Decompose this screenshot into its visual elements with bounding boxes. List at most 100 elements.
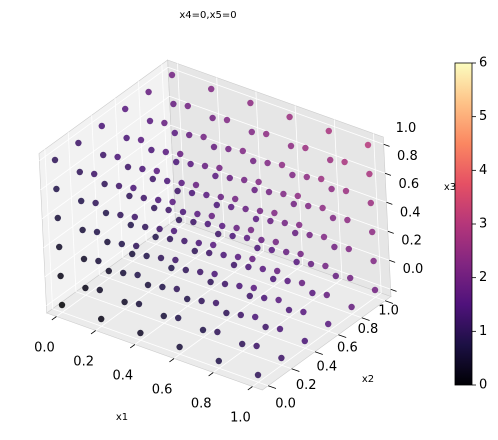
point (303, 173, 310, 181)
x-tick-label: 0.6 (152, 382, 173, 397)
point (278, 161, 286, 169)
point (272, 238, 279, 246)
point (203, 191, 210, 199)
point (212, 299, 220, 307)
point (347, 274, 354, 282)
point (318, 175, 325, 183)
point (271, 209, 278, 217)
point (364, 141, 372, 149)
point (120, 269, 127, 277)
y-tick (338, 334, 347, 338)
point (80, 255, 88, 263)
point (151, 204, 158, 212)
point (174, 187, 181, 195)
point (137, 136, 145, 144)
point (178, 179, 185, 187)
x-tick-label: 0.2 (73, 354, 94, 369)
x-tick-label: 0.4 (113, 368, 134, 383)
point (149, 175, 156, 183)
z-tick-label: 1.0 (396, 121, 417, 136)
point (264, 159, 271, 167)
point (253, 342, 260, 350)
grid-line (134, 250, 264, 345)
point (217, 193, 224, 201)
point (348, 303, 355, 311)
point (166, 235, 174, 243)
colorbar-tick-label: 5 (479, 109, 487, 124)
point (214, 328, 221, 336)
point (245, 263, 252, 271)
point (242, 205, 249, 213)
grid-line (40, 95, 170, 191)
grid-line (167, 66, 384, 145)
point (118, 240, 126, 248)
point (239, 340, 246, 348)
z-tick (387, 230, 394, 234)
point (162, 148, 169, 156)
point (184, 102, 191, 110)
point (75, 139, 82, 147)
point (104, 238, 111, 246)
point (252, 215, 260, 223)
point (221, 280, 229, 288)
point (268, 246, 275, 254)
point (223, 116, 231, 124)
point (155, 196, 162, 204)
point (156, 225, 163, 233)
point (319, 204, 326, 212)
y-tick (268, 385, 277, 389)
point (82, 284, 89, 292)
grid-line (169, 223, 386, 302)
point (169, 198, 176, 206)
point (140, 194, 147, 202)
point (256, 207, 264, 215)
grid-line (161, 64, 170, 224)
x-axis-label: x1 (116, 412, 128, 423)
point (261, 294, 268, 302)
point (307, 260, 315, 268)
point (187, 160, 194, 168)
z-tick (384, 172, 392, 176)
point (233, 224, 240, 232)
point (175, 216, 183, 224)
point (123, 134, 130, 142)
point (170, 100, 177, 108)
point (232, 195, 239, 203)
point (164, 177, 171, 185)
point (165, 206, 172, 214)
point (250, 284, 257, 292)
point (263, 130, 270, 138)
point (210, 143, 218, 151)
point (194, 210, 201, 218)
point (168, 264, 175, 272)
point (230, 261, 238, 269)
point (170, 227, 178, 235)
point (225, 145, 232, 153)
point (96, 286, 104, 294)
x-tick-label: 1.0 (230, 410, 251, 425)
point (209, 114, 216, 122)
point (146, 117, 154, 125)
grid-line (44, 149, 53, 309)
point (344, 216, 351, 224)
point (145, 88, 152, 96)
point (53, 185, 60, 193)
point (309, 289, 316, 297)
point (182, 266, 189, 274)
point (328, 185, 335, 193)
point (208, 85, 215, 93)
point (201, 162, 209, 170)
grid-line (172, 153, 388, 232)
grid-line (255, 91, 264, 252)
point (208, 212, 215, 220)
point (210, 241, 217, 249)
point (369, 228, 376, 236)
grid-line (44, 182, 174, 278)
point (161, 119, 168, 127)
point (342, 187, 350, 195)
point (51, 156, 59, 164)
point (131, 213, 138, 221)
point (179, 208, 187, 216)
point (188, 189, 196, 197)
